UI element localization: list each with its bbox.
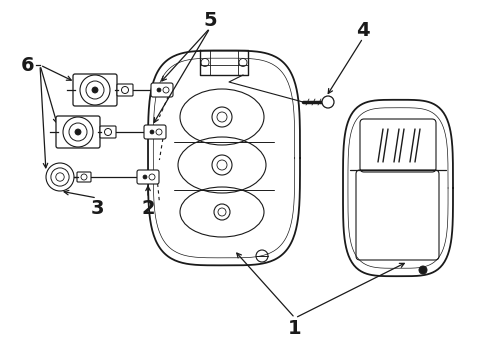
Text: 5: 5 — [203, 10, 217, 30]
Circle shape — [322, 96, 334, 108]
Circle shape — [92, 87, 98, 93]
Circle shape — [157, 88, 161, 92]
Circle shape — [150, 130, 154, 134]
Text: 3: 3 — [90, 198, 104, 217]
Circle shape — [419, 266, 427, 274]
FancyBboxPatch shape — [117, 84, 133, 96]
Text: 6: 6 — [21, 55, 35, 75]
FancyBboxPatch shape — [77, 172, 91, 182]
Circle shape — [143, 175, 147, 179]
FancyBboxPatch shape — [144, 125, 166, 139]
FancyBboxPatch shape — [56, 116, 100, 148]
FancyBboxPatch shape — [73, 74, 117, 106]
FancyBboxPatch shape — [137, 170, 159, 184]
Text: 2: 2 — [141, 198, 155, 217]
Text: 4: 4 — [356, 21, 370, 40]
FancyBboxPatch shape — [151, 83, 173, 97]
Text: 1: 1 — [288, 319, 302, 338]
FancyBboxPatch shape — [100, 126, 116, 138]
Circle shape — [75, 129, 81, 135]
Circle shape — [46, 163, 74, 191]
